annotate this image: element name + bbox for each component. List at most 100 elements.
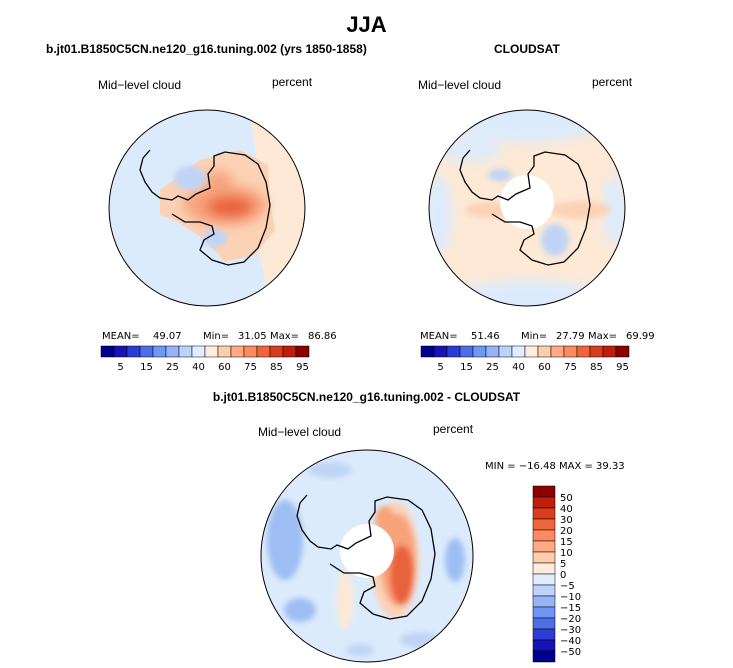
panel2-colorbar-tick: 5 bbox=[437, 362, 443, 373]
panel3-colorbar-swatch bbox=[532, 540, 556, 553]
panel2-min-label: Min= bbox=[521, 331, 548, 342]
panel2-colorbar-swatch bbox=[589, 345, 604, 358]
panel1-field-label: Mid−level cloud bbox=[98, 78, 182, 92]
panel1-min-label: Min= bbox=[203, 331, 230, 342]
main-title: JJA bbox=[346, 12, 387, 37]
panel3-title: b.jt01.B1850C5CN.ne120_g16.tuning.002 - … bbox=[212, 390, 521, 404]
panel3-field-label: Mid−level cloud bbox=[258, 425, 342, 439]
panel3-colorbar-swatch bbox=[532, 650, 556, 663]
panel1-colorbar-swatch bbox=[126, 345, 141, 358]
panel2-map-border bbox=[428, 109, 626, 307]
panel3-colorbar-swatch bbox=[532, 562, 556, 575]
panel1-colorbar-swatch bbox=[295, 345, 310, 358]
panel2-colorbar-tick: 40 bbox=[512, 362, 525, 373]
panel1-colorbar-swatch bbox=[100, 345, 115, 358]
panel2-colorbar-swatch bbox=[472, 345, 487, 358]
panel3-colorbar-swatch bbox=[532, 639, 556, 652]
panel3-colorbar-tick: 0 bbox=[560, 570, 566, 581]
panel1-map bbox=[108, 109, 306, 307]
panel3-colorbar-swatch bbox=[532, 518, 556, 531]
panel2-colorbar-swatch bbox=[576, 345, 591, 358]
panel1-cloud-min-region bbox=[174, 166, 227, 247]
panel3-polar-gap bbox=[340, 524, 394, 578]
panel3-colorbar-swatch bbox=[532, 617, 556, 630]
panel3-colorbar-tick: −30 bbox=[560, 625, 581, 636]
panel1-colorbar-swatch bbox=[178, 345, 193, 358]
panel2-colorbar-tick: 15 bbox=[460, 362, 473, 373]
panel3-colorbar-tick: −5 bbox=[560, 581, 575, 592]
panel3-colorbar-tick: 20 bbox=[560, 526, 573, 537]
panel1-colorbar-swatch bbox=[113, 345, 128, 358]
panel2-max-label: Max= bbox=[588, 331, 618, 342]
panel2-cloud-mid-regions bbox=[465, 169, 610, 256]
panel2-colorbar-tick: 95 bbox=[616, 362, 629, 373]
panel1-colorbar-swatch bbox=[204, 345, 219, 358]
panel3-colorbar-tick: 5 bbox=[560, 559, 566, 570]
panel1-mean-label: MEAN= bbox=[102, 331, 140, 342]
panel2-colorbar-tick: 25 bbox=[486, 362, 499, 373]
panel3-colorbar-swatch bbox=[532, 628, 556, 641]
panel1-colorbar-swatch bbox=[191, 345, 206, 358]
panel3-colorbar-tick: −15 bbox=[560, 603, 581, 614]
panel3-colorbar-swatch bbox=[532, 485, 556, 498]
panel2-colorbar-swatch bbox=[602, 345, 617, 358]
panel1-colorbar-swatch bbox=[269, 345, 284, 358]
panel1-colorbar-tick: 40 bbox=[192, 362, 205, 373]
panel3-colorbar-swatch bbox=[532, 507, 556, 520]
panel3-colorbar-tick: −50 bbox=[560, 647, 581, 658]
panel2-colorbar-tick: 85 bbox=[590, 362, 603, 373]
panel3-units-label: percent bbox=[433, 422, 474, 436]
panel2-colorbar-swatch bbox=[615, 345, 630, 358]
panel2-field-label: Mid−level cloud bbox=[418, 78, 502, 92]
panel1-colorbar-swatch bbox=[230, 345, 245, 358]
panel1-coastline bbox=[139, 149, 271, 266]
panel3-colorbar-swatch bbox=[532, 573, 556, 586]
panel2-colorbar-swatch bbox=[459, 345, 474, 358]
panel3-map bbox=[260, 449, 474, 663]
panel1-colorbar-swatch bbox=[256, 345, 271, 358]
panel1-map-border bbox=[108, 109, 306, 307]
panel2-colorbar-tick: 60 bbox=[538, 362, 551, 373]
panel3-colorbar-swatch bbox=[532, 584, 556, 597]
panel3-map-border bbox=[260, 449, 474, 663]
panel2-max-value: 69.99 bbox=[626, 331, 655, 342]
panel1-colorbar-tick: 60 bbox=[218, 362, 231, 373]
panel3-colorbar-swatch bbox=[532, 496, 556, 509]
panel3-colorbar-tick: −10 bbox=[560, 592, 581, 603]
panel1-colorbar-swatch bbox=[152, 345, 167, 358]
panel2-colorbar-swatch bbox=[537, 345, 552, 358]
panel3-colorbar-swatch bbox=[532, 595, 556, 608]
panel3-colorbar-tick: 40 bbox=[560, 504, 573, 515]
panel1-title: b.jt01.B1850C5CN.ne120_g16.tuning.002 (y… bbox=[46, 42, 367, 56]
panel1-colorbar-tick: 75 bbox=[244, 362, 257, 373]
panel3-colorbar-tick: −40 bbox=[560, 636, 581, 647]
panel2-colorbar-swatch bbox=[433, 345, 448, 358]
panel1-colorbar-tick: 5 bbox=[117, 362, 123, 373]
panel1-colorbar-swatch bbox=[165, 345, 180, 358]
panel2-colorbar-tick: 75 bbox=[564, 362, 577, 373]
panel3-colorbar-swatch bbox=[532, 551, 556, 564]
panel1-colorbar-swatch bbox=[217, 345, 232, 358]
panel3-colorbar-tick: −20 bbox=[560, 614, 581, 625]
panel2-colorbar-swatch bbox=[511, 345, 526, 358]
panel2-mean-value: 51.46 bbox=[471, 331, 500, 342]
panel2-colorbar-swatch bbox=[420, 345, 435, 358]
panel2-colorbar-swatch bbox=[550, 345, 565, 358]
panel3-negative-regions bbox=[267, 462, 465, 656]
panel1-colorbar-tick: 25 bbox=[166, 362, 179, 373]
panel1-colorbar-tick: 15 bbox=[140, 362, 153, 373]
panel2-mean-label: MEAN= bbox=[420, 331, 458, 342]
panel3-colorbar-swatch bbox=[532, 529, 556, 542]
panel2-polar-gap bbox=[500, 175, 554, 229]
panel3-colorbar-tick: 30 bbox=[560, 515, 573, 526]
panel2-coastline bbox=[459, 149, 591, 266]
panel1-colorbar-swatch bbox=[243, 345, 258, 358]
panel1-colorbar-tick: 95 bbox=[296, 362, 309, 373]
panel1-min-value: 31.05 bbox=[238, 331, 267, 342]
panel3-minmax-text: MIN = −16.48 MAX = 39.33 bbox=[485, 461, 625, 472]
panel2-min-value: 27.79 bbox=[556, 331, 585, 342]
panel1-mean-value: 49.07 bbox=[153, 331, 182, 342]
panel2-colorbar-swatch bbox=[485, 345, 500, 358]
panel1-max-value: 86.86 bbox=[308, 331, 337, 342]
